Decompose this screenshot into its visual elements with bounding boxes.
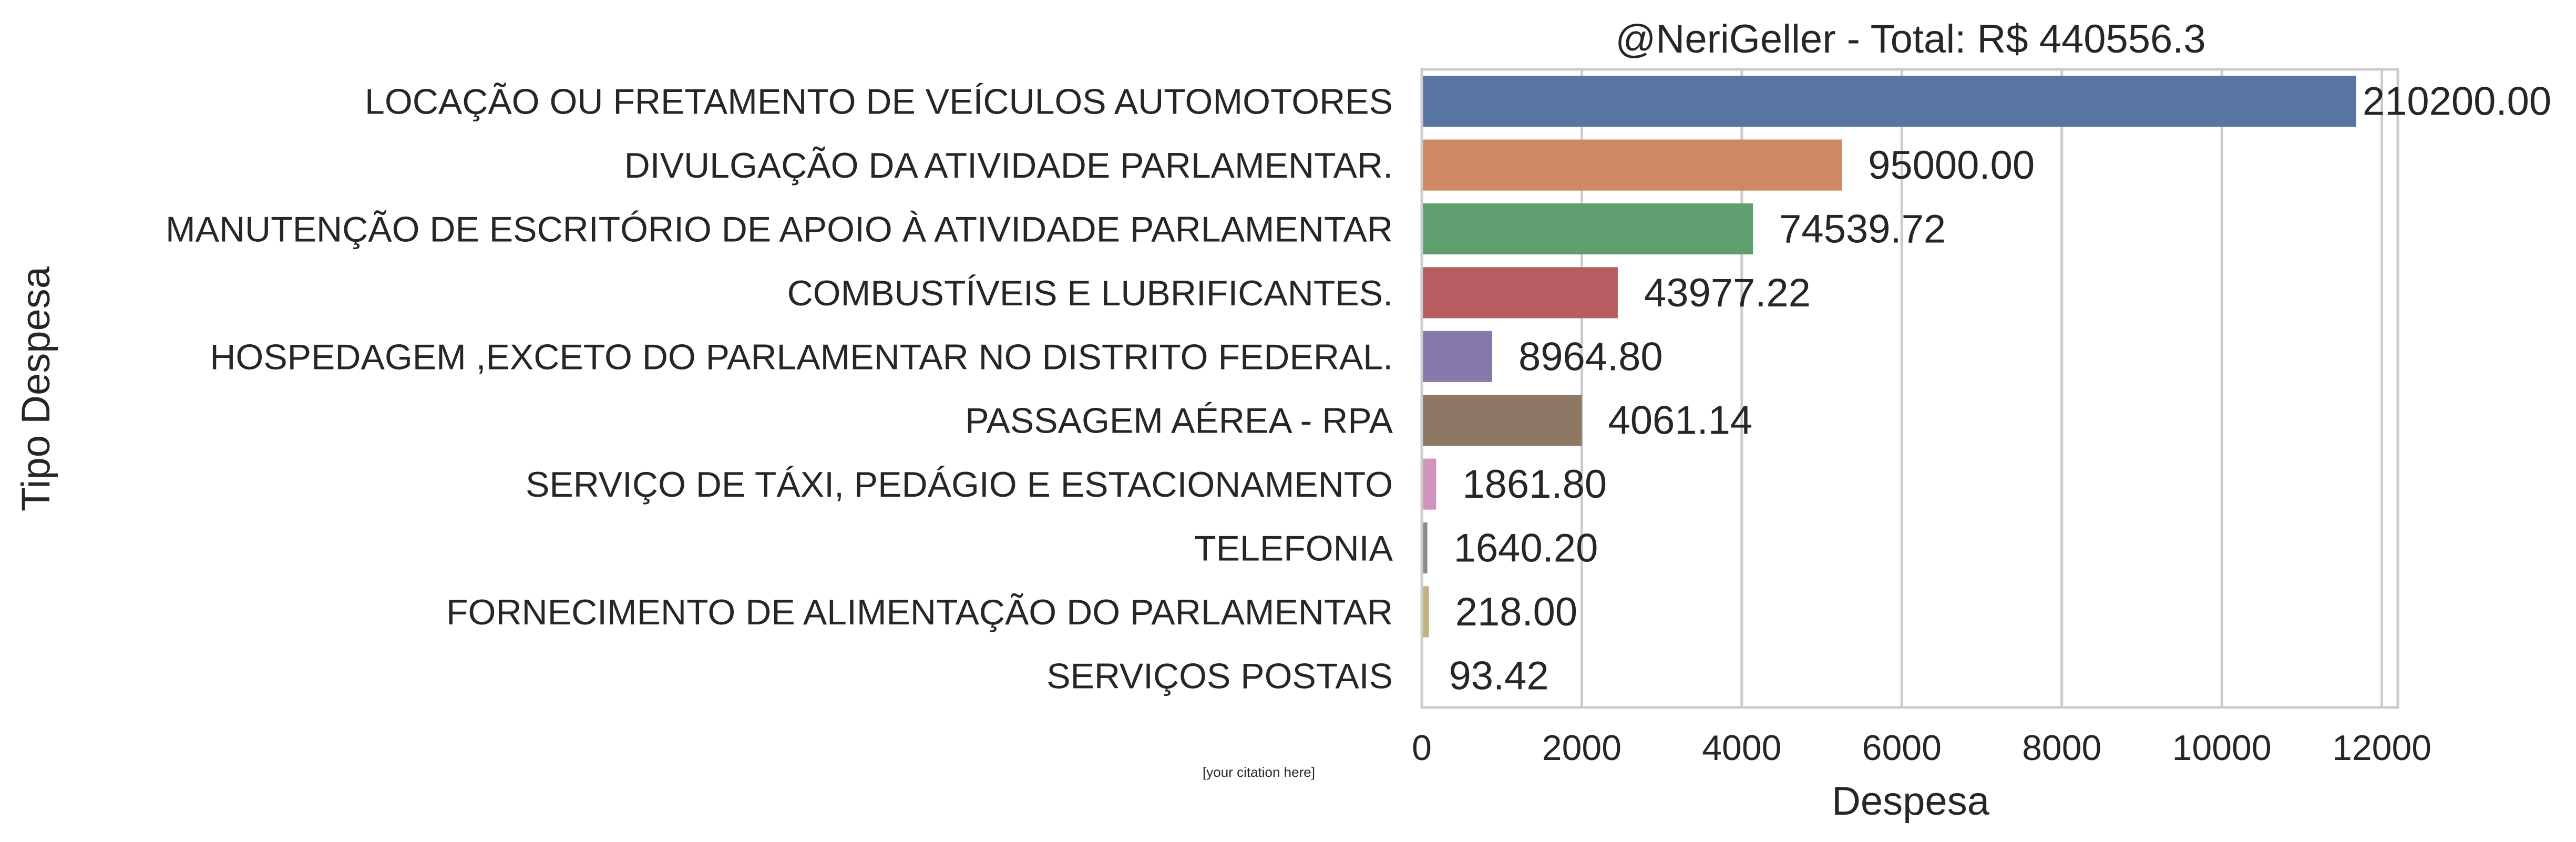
x-tick-labels: 0 2000 4000 6000 8000 10000 12000 (1412, 728, 2431, 768)
chart-title: @NeriGeller - Total: R$ 440556.3 (1615, 17, 2205, 61)
x-tick-label: 4000 (1702, 728, 1781, 768)
value-label: 74539.72 (1779, 207, 1946, 252)
bars (1422, 76, 2356, 701)
category-label: LOCAÇÃO OU FRETAMENTO DE VEÍCULOS AUTOMO… (365, 82, 1393, 122)
x-tick-label: 8000 (2022, 728, 2101, 768)
category-label: COMBUSTÍVEIS E LUBRIFICANTES. (787, 273, 1393, 313)
category-labels: LOCAÇÃO OU FRETAMENTO DE VEÍCULOS AUTOMO… (166, 82, 1393, 696)
category-label: TELEFONIA (1194, 529, 1393, 569)
x-axis-label: Despesa (1832, 779, 1990, 824)
bar (1422, 267, 1618, 319)
value-label: 210200.00 (2363, 79, 2551, 124)
value-label: 4061.14 (1608, 398, 1752, 443)
value-label: 1861.80 (1462, 462, 1607, 507)
bar (1422, 522, 1428, 574)
bar (1422, 203, 1753, 255)
bar (1422, 331, 1492, 382)
bar (1422, 76, 2356, 127)
category-label: FORNECIMENTO DE ALIMENTAÇÃO DO PARLAMENT… (446, 592, 1393, 632)
category-label: HOSPEDAGEM ,EXCETO DO PARLAMENTAR NO DIS… (210, 337, 1393, 377)
category-label: SERVIÇO DE TÁXI, PEDÁGIO E ESTACIONAMENT… (526, 465, 1393, 505)
value-label: 43977.22 (1644, 271, 1811, 315)
value-label: 93.42 (1449, 653, 1549, 698)
bar (1422, 139, 1842, 191)
x-tick-label: 10000 (2172, 728, 2272, 768)
bar (1422, 395, 1582, 446)
category-label: DIVULGAÇÃO DA ATIVIDADE PARLAMENTAR. (624, 146, 1393, 186)
value-label: 1640.20 (1454, 526, 1598, 571)
x-tick-label: 6000 (1862, 728, 1942, 768)
x-tick-label: 0 (1412, 728, 1432, 768)
category-label: MANUTENÇÃO DE ESCRITÓRIO DE APOIO À ATIV… (166, 210, 1393, 250)
value-label: 218.00 (1455, 590, 1577, 634)
value-label: 8964.80 (1518, 334, 1663, 379)
x-tick-label: 12000 (2332, 728, 2431, 768)
axes-frame (1420, 68, 2399, 709)
category-label: PASSAGEM AÉREA - RPA (965, 401, 1393, 441)
y-axis-label: Tipo Despesa (14, 266, 58, 511)
x-tick-label: 2000 (1542, 728, 1621, 768)
value-label: 95000.00 (1868, 143, 2035, 188)
bar (1422, 458, 1436, 510)
bar (1422, 586, 1429, 638)
value-labels: 210200.00 95000.00 74539.72 43977.22 8964.80… (1449, 79, 2552, 699)
citation-text: [your citation here] (1203, 764, 1315, 780)
category-label: SERVIÇOS POSTAIS (1046, 656, 1393, 696)
